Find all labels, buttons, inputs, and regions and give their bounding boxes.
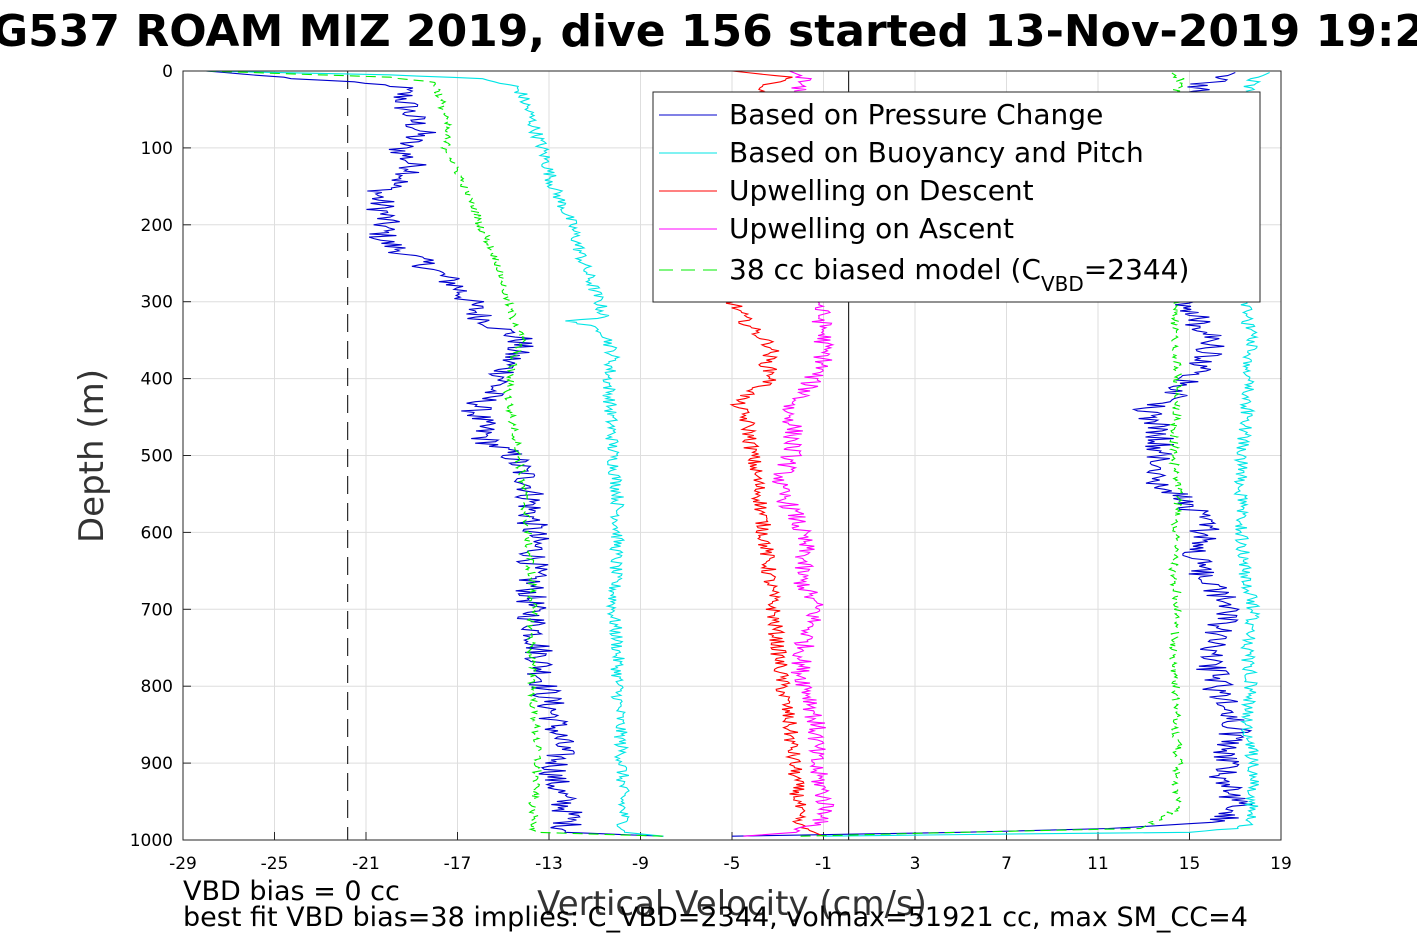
annotation-vbd-bias: VBD bias = 0 cc <box>183 876 400 907</box>
y-tick-labels: 0 100 200 300 400 500 600 700 800 900 1000 <box>130 62 173 851</box>
y-tick-label: 700 <box>141 600 173 620</box>
legend-label: Based on Pressure Change <box>729 98 1103 131</box>
series-line-0-0 <box>205 70 664 837</box>
x-tick-label: 19 <box>1270 854 1292 874</box>
x-tick-label: -17 <box>444 854 472 874</box>
x-tick-label: -13 <box>535 854 563 874</box>
legend-label-model: 38 cc biased model (CVBD=2344) <box>729 253 1189 296</box>
y-tick-label: 900 <box>141 754 173 774</box>
legend-label-model-end: =2344) <box>1084 253 1190 286</box>
y-tick-label: 1000 <box>130 831 173 851</box>
y-tick-label: 200 <box>141 216 173 236</box>
y-tick-label: 100 <box>141 139 173 159</box>
series-line-1-0 <box>205 70 664 837</box>
legend-label: Upwelling on Descent <box>729 174 1034 207</box>
annotation-best-fit: best fit VBD bias=38 implies: C_VBD=2344… <box>183 902 1248 933</box>
plot-frame <box>182 70 1282 841</box>
x-tick-label: 3 <box>910 854 921 874</box>
x-tick-label: -29 <box>169 854 197 874</box>
x-tick-label: -5 <box>724 854 741 874</box>
chart-title: SG537 ROAM MIZ 2019, dive 156 started 13… <box>0 6 1417 57</box>
x-tick-labels: -29 -25 -21 -17 -13 -9 -5 -1 3 7 11 15 19 <box>169 854 1292 874</box>
x-tick-label: 11 <box>1087 854 1109 874</box>
x-tick-label: -21 <box>352 854 380 874</box>
legend-box <box>652 91 1261 303</box>
y-tick-label: 300 <box>141 293 173 313</box>
legend-label-model-main: 38 cc biased model (C <box>729 253 1041 286</box>
legend: Based on Pressure Change Based on Buoyanc… <box>652 91 1261 303</box>
y-axis-label: Depth (m) <box>72 369 112 543</box>
x-tick-label: -9 <box>632 854 649 874</box>
series-line-4-0 <box>205 70 664 837</box>
y-tick-label: 500 <box>141 447 173 467</box>
y-tick-label: 0 <box>162 62 173 82</box>
y-tick-label: 400 <box>141 370 173 390</box>
legend-label-model-subscript: VBD <box>1041 272 1084 296</box>
y-tick-label: 800 <box>141 677 173 697</box>
y-tick-label: 600 <box>141 523 173 543</box>
x-tick-label: -25 <box>261 854 289 874</box>
x-tick-label: 15 <box>1179 854 1201 874</box>
legend-label: Upwelling on Ascent <box>729 212 1014 245</box>
x-tick-label: -1 <box>815 854 832 874</box>
legend-label: Based on Buoyancy and Pitch <box>729 136 1144 169</box>
x-axis-label: Vertical Velocity (cm/s) <box>537 884 927 924</box>
x-tick-label: 7 <box>1001 854 1012 874</box>
